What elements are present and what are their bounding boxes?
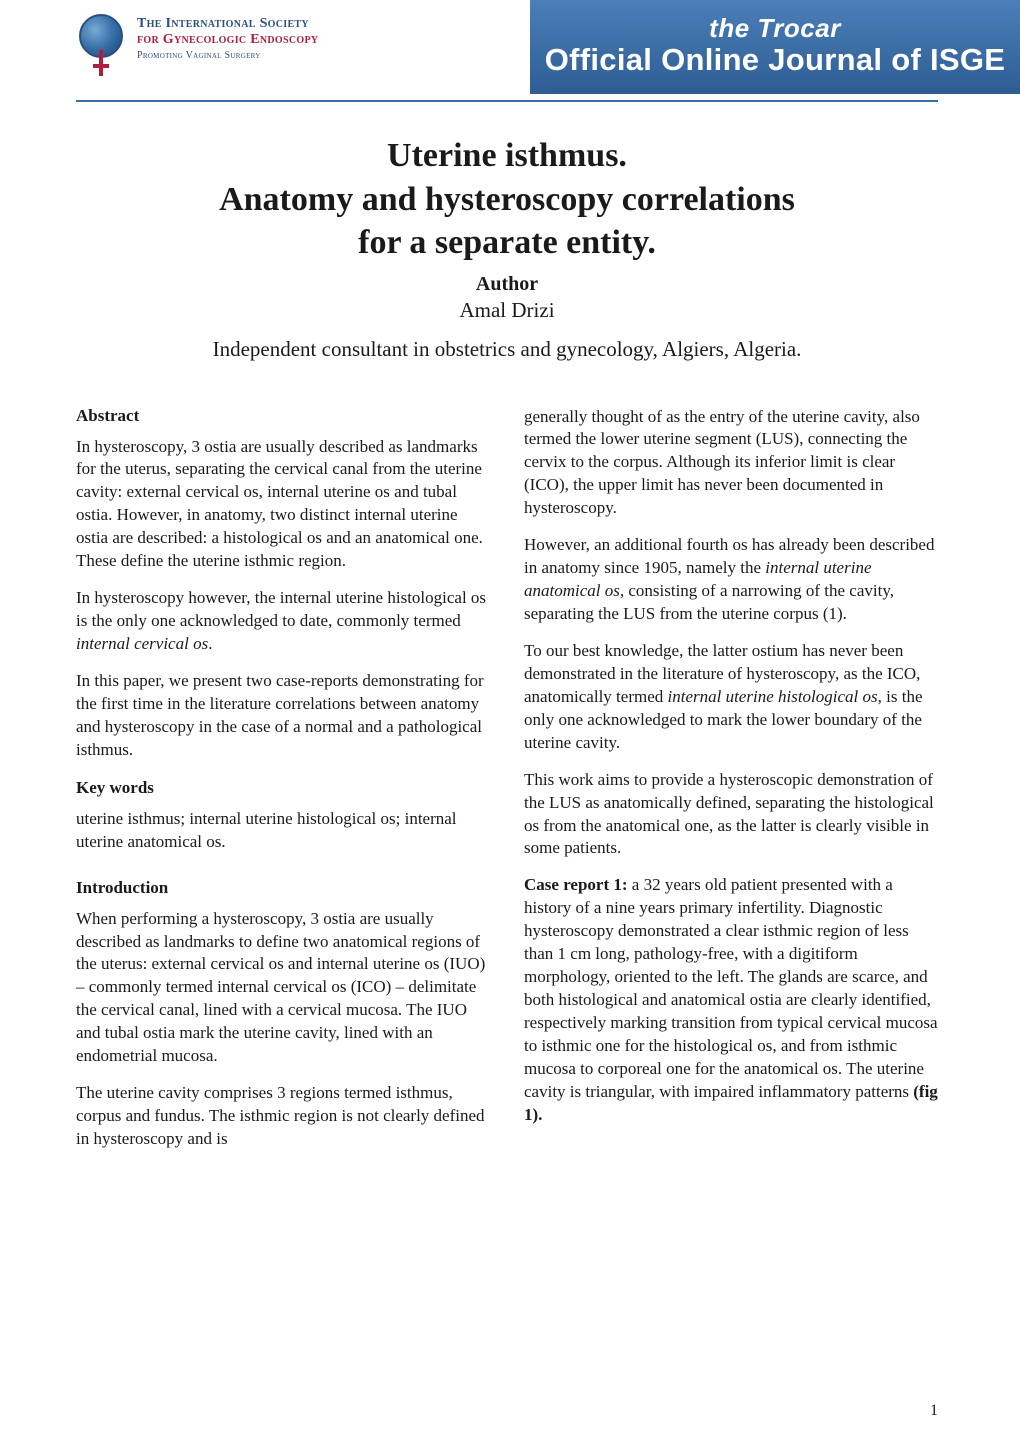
intro-paragraph-2: The uterine cavity comprises 3 regions t… <box>76 1082 490 1151</box>
right-paragraph-2: However, an additional fourth os has alr… <box>524 534 938 626</box>
abstract-paragraph-1: In hysteroscopy, 3 ostia are usually des… <box>76 436 490 574</box>
title-line-3: for a separate entity. <box>358 224 656 261</box>
keywords-heading: Key words <box>76 778 490 798</box>
article-title: Uterine isthmus. Anatomy and hysteroscop… <box>76 134 938 265</box>
abstract-paragraph-3: In this paper, we present two case-repor… <box>76 670 490 762</box>
right-p2-pre: However, an additional fourth os has alr… <box>524 535 934 577</box>
author-label: Author <box>76 273 938 296</box>
right-column: generally thought of as the entry of the… <box>524 406 938 1165</box>
society-logo: The International Society for Gynecologi… <box>75 12 318 87</box>
abstract-heading: Abstract <box>76 406 490 426</box>
logo-line-1: The International Society <box>137 16 318 32</box>
logo-text-block: The International Society for Gynecologi… <box>137 12 318 61</box>
abstract-p2-pre: In hysteroscopy however, the internal ut… <box>76 588 486 630</box>
journal-subtitle: Official Online Journal of ISGE <box>545 42 1006 78</box>
case-report-text: a 32 years old patient presented with a … <box>524 875 938 1100</box>
journal-title: the Trocar <box>709 13 841 44</box>
header-divider <box>76 100 938 102</box>
page-header: The International Society for Gynecologi… <box>0 0 1020 110</box>
left-column: Abstract In hysteroscopy, 3 ostia are us… <box>76 406 490 1165</box>
author-affiliation: Independent consultant in obstetrics and… <box>76 337 938 362</box>
right-p3-italic: internal uterine histological os <box>668 687 878 706</box>
female-symbol-icon <box>95 50 107 86</box>
abstract-p2-post: . <box>208 634 212 653</box>
intro-paragraph-1: When performing a hysteroscopy, 3 ostia … <box>76 908 490 1069</box>
case-report-paragraph: Case report 1: a 32 years old patient pr… <box>524 874 938 1126</box>
author-name: Amal Drizi <box>76 298 938 323</box>
right-paragraph-3: To our best knowledge, the latter ostium… <box>524 640 938 755</box>
logo-line-3: Promoting Vaginal Surgery <box>137 50 318 61</box>
page-number: 1 <box>930 1402 938 1420</box>
right-paragraph-1: generally thought of as the entry of the… <box>524 406 938 521</box>
logo-symbol <box>75 12 127 87</box>
right-paragraph-4: This work aims to provide a hysteroscopi… <box>524 769 938 861</box>
journal-banner: the Trocar Official Online Journal of IS… <box>530 0 1020 94</box>
title-line-1: Uterine isthmus. <box>387 137 627 174</box>
introduction-heading: Introduction <box>76 878 490 898</box>
abstract-p2-italic: internal cervical os <box>76 634 208 653</box>
title-line-2: Anatomy and hysteroscopy correlations <box>219 181 795 218</box>
article-content: Uterine isthmus. Anatomy and hysteroscop… <box>0 110 1020 1165</box>
keywords-text: uterine isthmus; internal uterine histol… <box>76 808 490 854</box>
two-column-layout: Abstract In hysteroscopy, 3 ostia are us… <box>76 406 938 1165</box>
abstract-paragraph-2: In hysteroscopy however, the internal ut… <box>76 587 490 656</box>
case-report-label: Case report 1: <box>524 875 632 894</box>
logo-line-2: for Gynecologic Endoscopy <box>137 32 318 48</box>
